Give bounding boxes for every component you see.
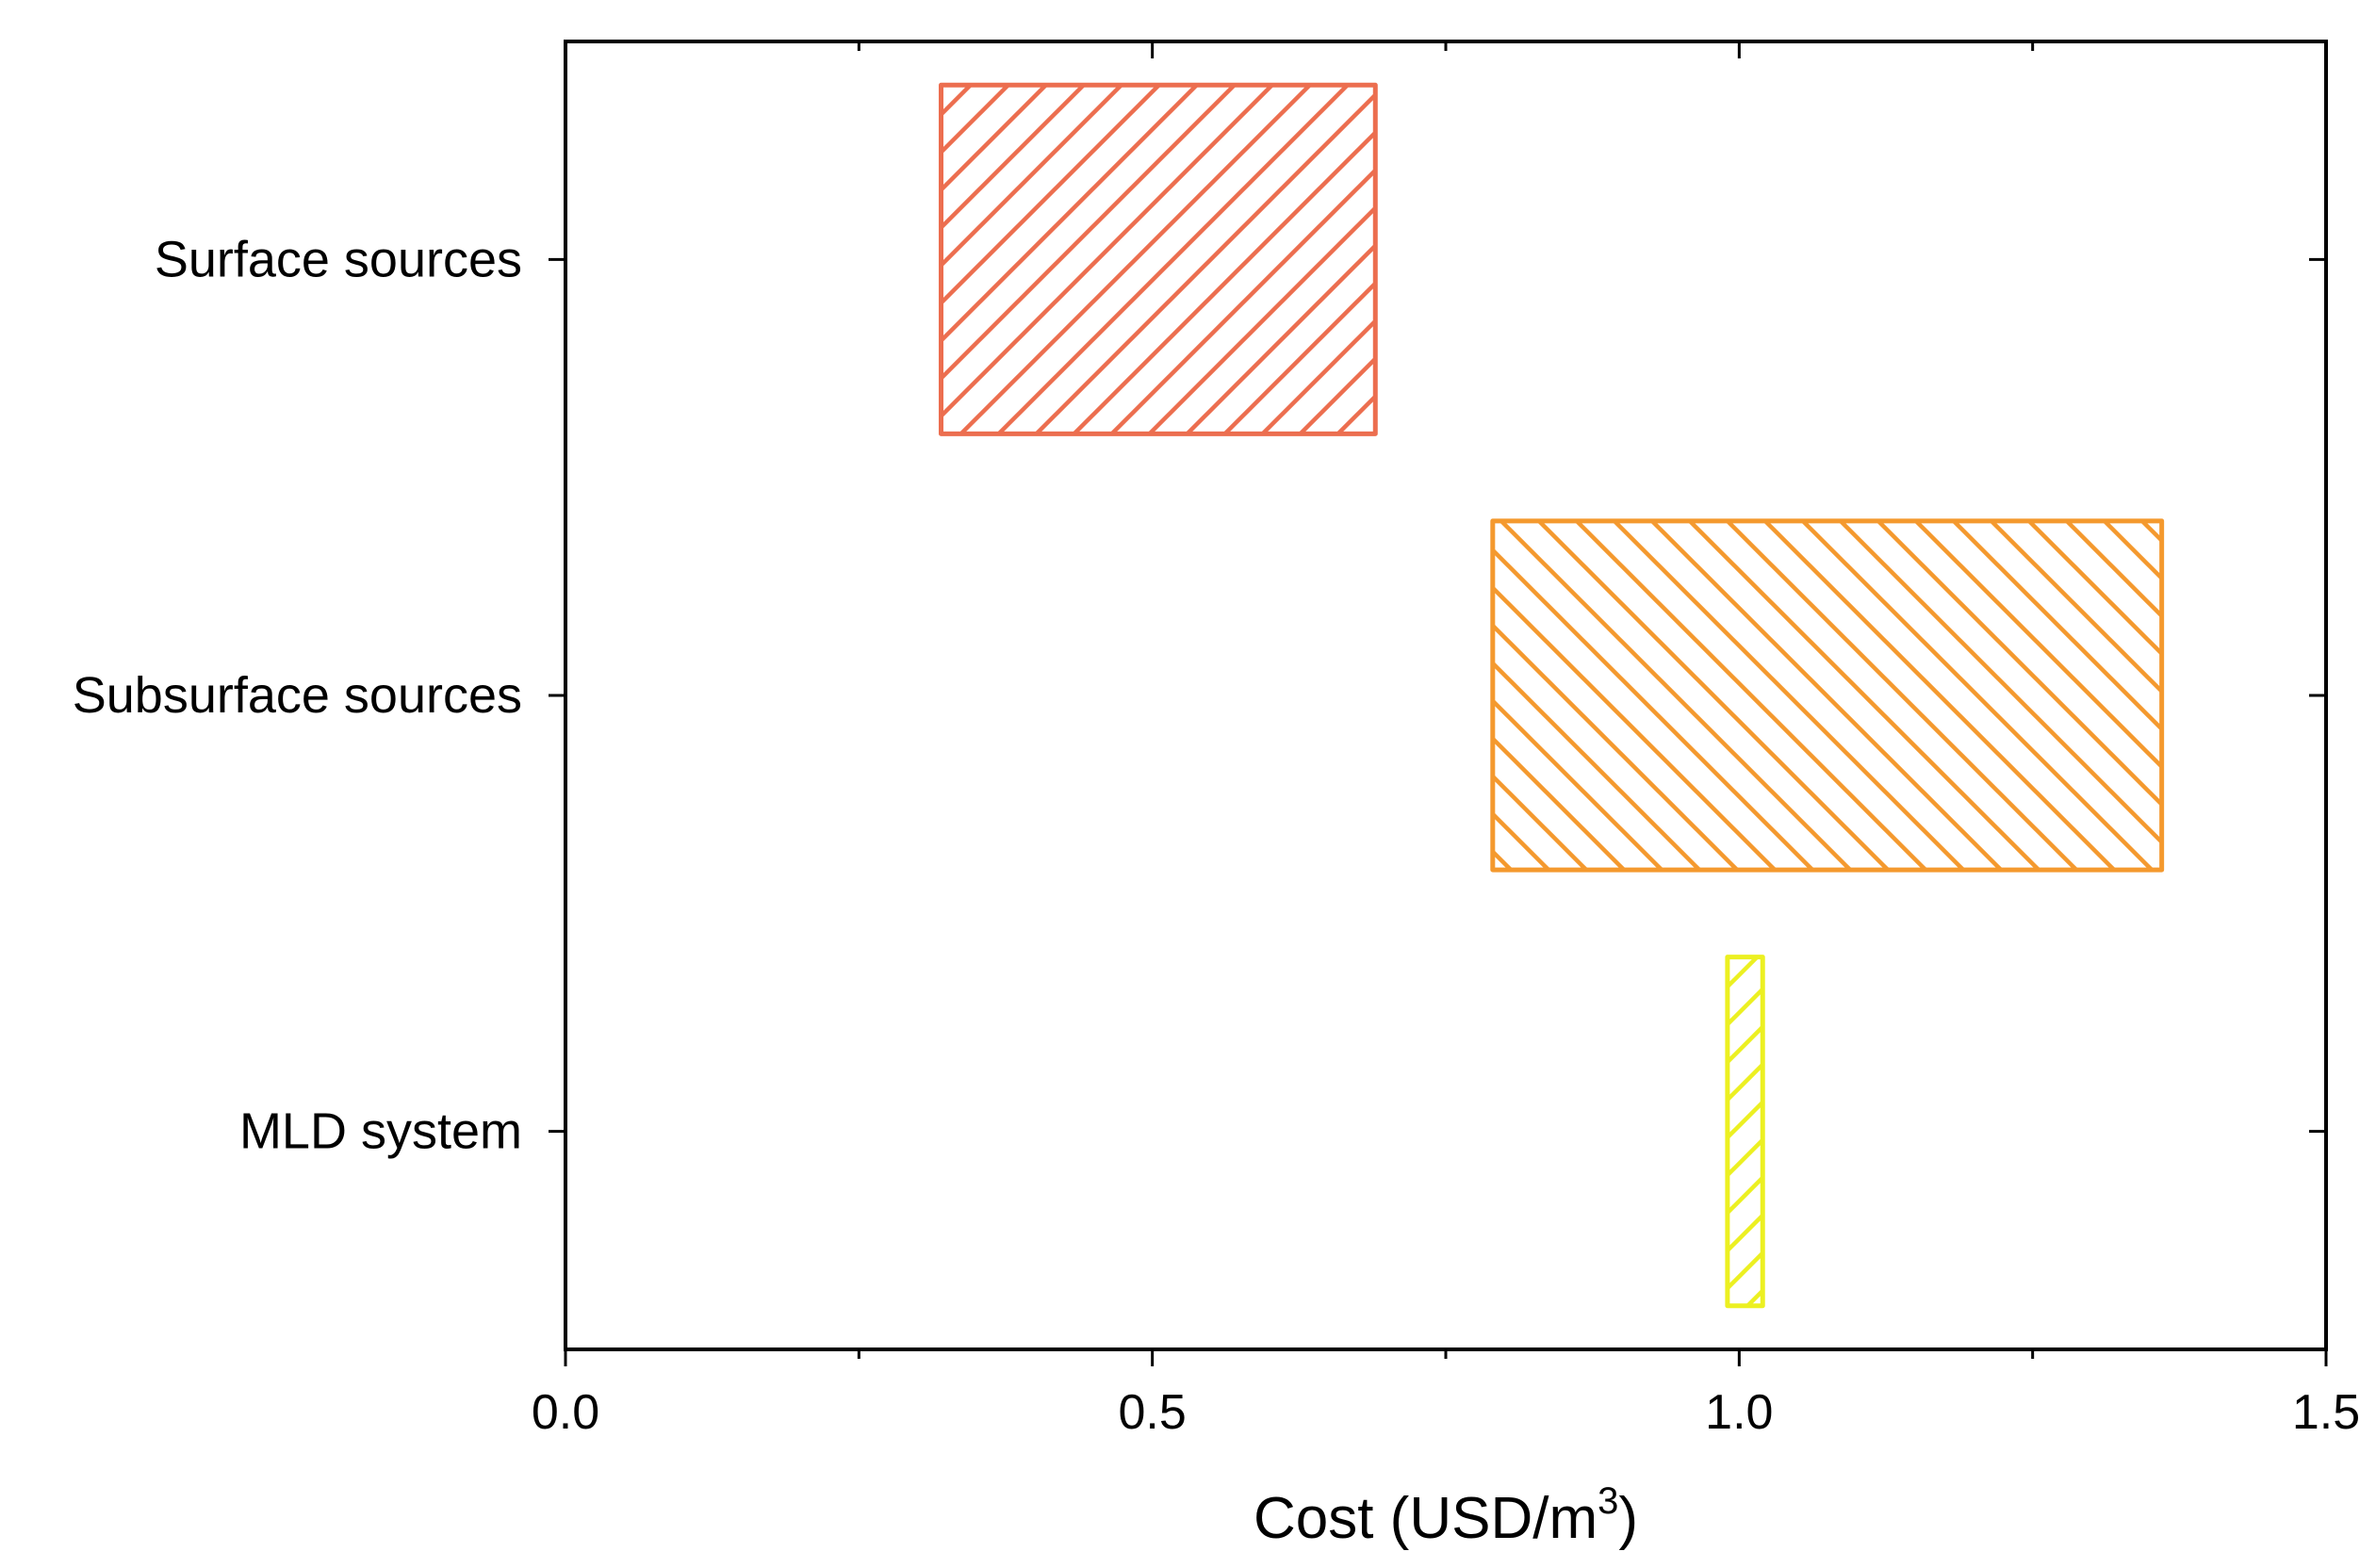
x-axis-title-base: Cost (USD/m — [1254, 1486, 1598, 1551]
range-bar — [1490, 518, 2165, 873]
x-axis-title-tail: ) — [1618, 1486, 1638, 1551]
x-tick-label: 1.5 — [2292, 1385, 2360, 1440]
x-tick-label: 0.0 — [532, 1385, 599, 1440]
range-bar — [1725, 955, 1765, 1309]
x-axis-title-superscript: 3 — [1598, 1480, 1618, 1522]
x-tick-label: 0.5 — [1119, 1385, 1187, 1440]
x-axis-title: Cost (USD/m3) — [1254, 1480, 1638, 1551]
y-category-label: Subsurface sources — [73, 667, 522, 724]
y-category-label: Surface sources — [155, 231, 522, 287]
range-bar — [939, 82, 1378, 436]
axes-layer: 0.0 0.5 1.0 1.5 Surface sources Subsurface so… — [73, 41, 2360, 1440]
bars-layer — [939, 82, 2165, 1309]
x-tick-label: 1.0 — [1705, 1385, 1773, 1440]
y-category-label: MLD system — [239, 1103, 522, 1160]
